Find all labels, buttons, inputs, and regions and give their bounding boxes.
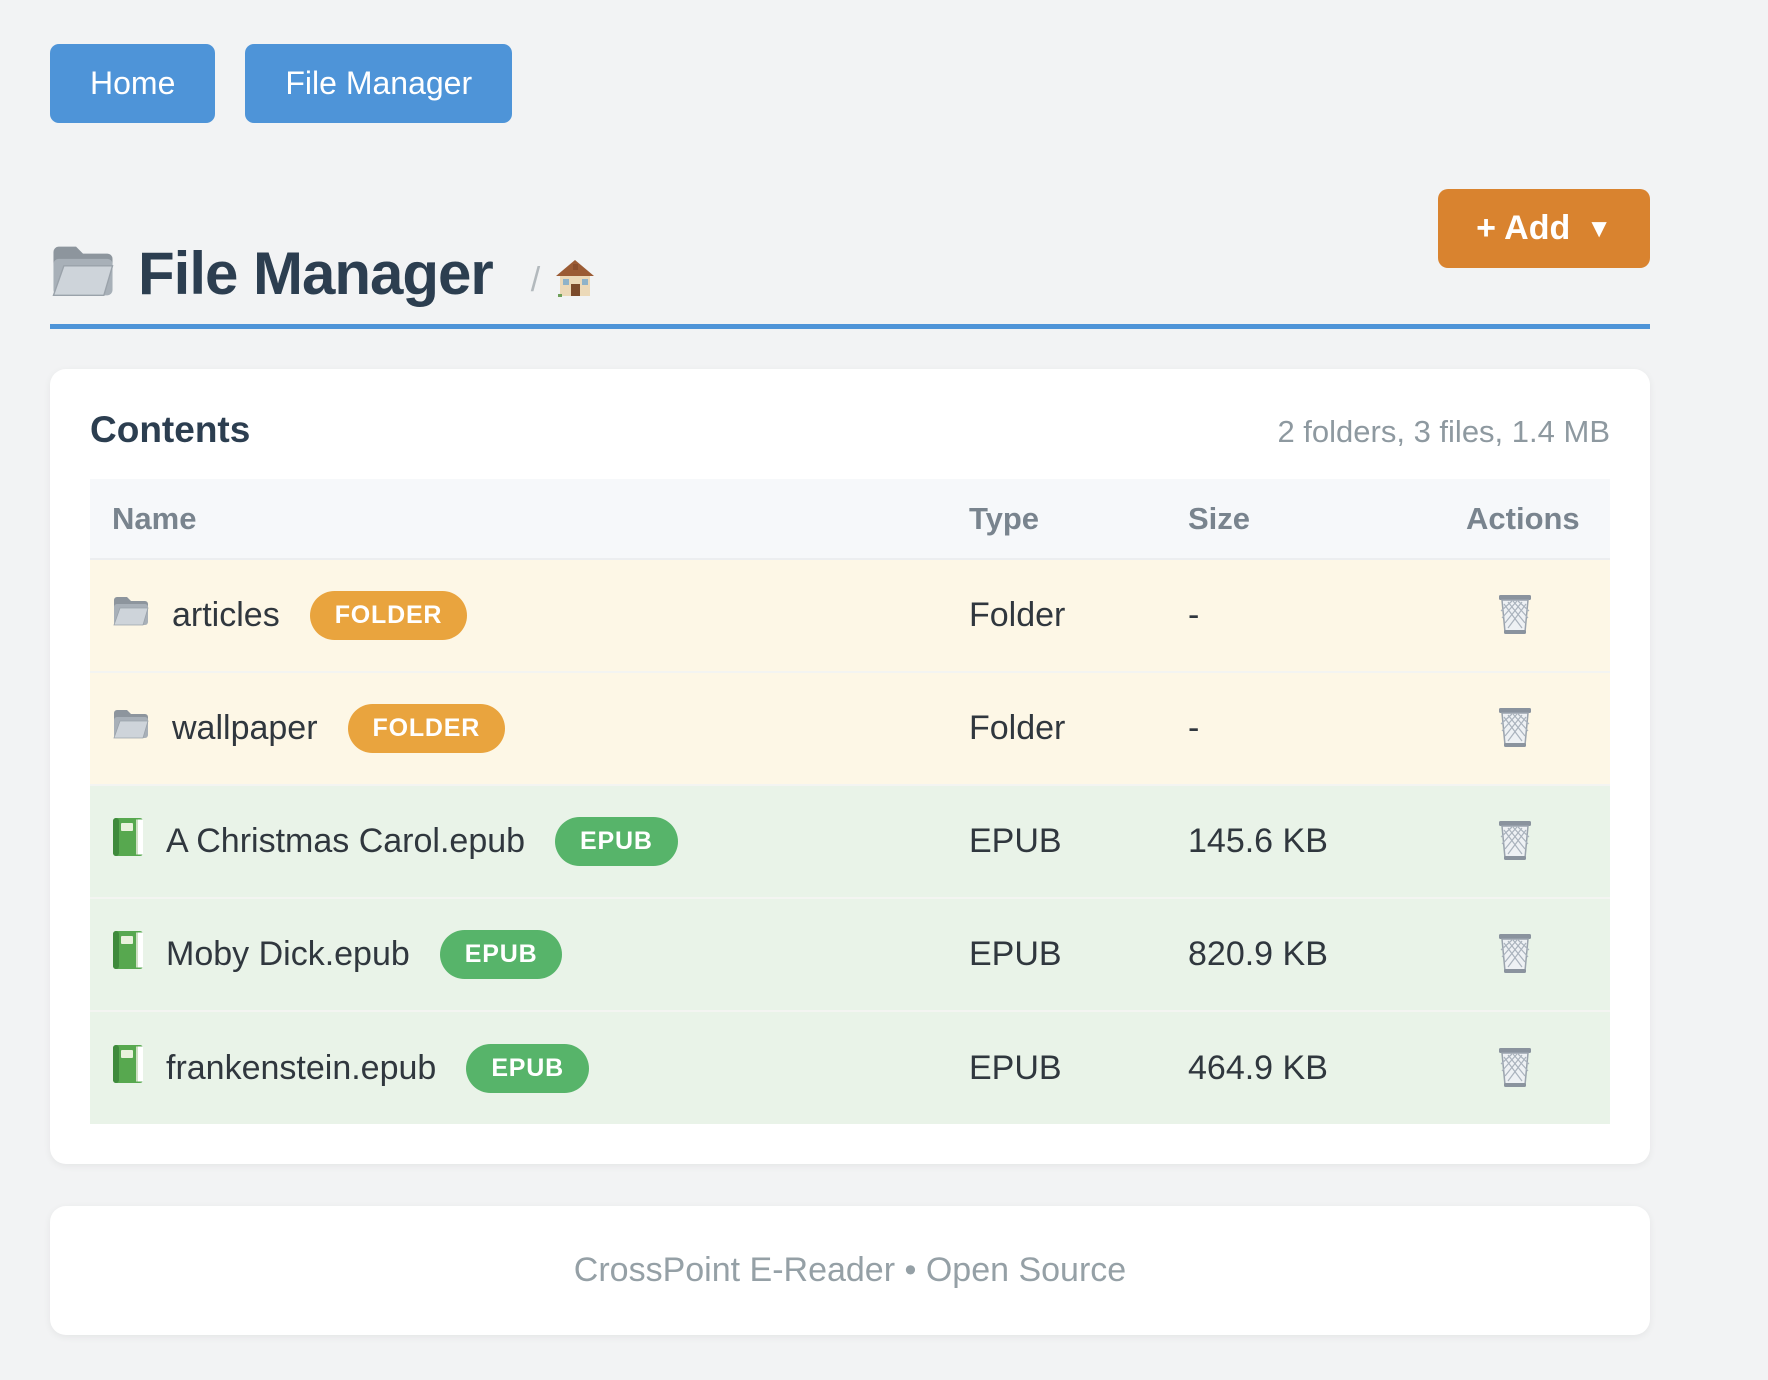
table-row: articles FOLDER Folder -: [90, 559, 1610, 673]
item-size: 145.6 KB: [1166, 785, 1444, 899]
delete-button[interactable]: [1492, 927, 1538, 982]
file-manager-button[interactable]: File Manager: [245, 44, 513, 123]
delete-button[interactable]: [1492, 588, 1538, 643]
item-badge: EPUB: [555, 817, 678, 866]
file-table: Name Type Size Actions: [90, 479, 1610, 1124]
item-name-link[interactable]: frankenstein.epub EPUB: [112, 1043, 947, 1093]
delete-button[interactable]: [1492, 701, 1538, 756]
table-header-row: Name Type Size Actions: [90, 479, 1610, 560]
item-name-link[interactable]: wallpaper FOLDER: [112, 704, 947, 753]
column-header-name: Name: [90, 479, 947, 560]
top-nav: Home File Manager: [50, 0, 1650, 123]
page-header: File Manager / + Add ▼: [50, 189, 1650, 308]
item-type: Folder: [947, 559, 1166, 673]
table-row: frankenstein.epub EPUB EPUB 464.9 KB: [90, 1011, 1610, 1124]
folder-icon: [112, 708, 150, 749]
item-type: Folder: [947, 672, 1166, 786]
breadcrumb-separator: /: [530, 261, 541, 299]
item-name-link[interactable]: articles FOLDER: [112, 591, 947, 640]
footer-text: CrossPoint E-Reader • Open Source: [573, 1251, 1127, 1289]
file-table-body: articles FOLDER Folder -: [90, 559, 1610, 1124]
column-header-size: Size: [1166, 479, 1444, 560]
table-row: wallpaper FOLDER Folder -: [90, 672, 1610, 786]
trash-icon: [1496, 818, 1534, 865]
folder-icon: [50, 243, 116, 304]
item-name: A Christmas Carol.epub: [166, 822, 526, 860]
item-size: 820.9 KB: [1166, 898, 1444, 1012]
item-type: EPUB: [947, 898, 1166, 1012]
house-icon[interactable]: [554, 258, 596, 303]
delete-button[interactable]: [1492, 814, 1538, 869]
contents-summary: 2 folders, 3 files, 1.4 MB: [1277, 414, 1610, 449]
trash-icon: [1496, 1045, 1534, 1092]
item-name: frankenstein.epub: [166, 1048, 437, 1087]
delete-button[interactable]: [1492, 1041, 1538, 1096]
trash-icon: [1496, 592, 1534, 639]
item-size: 464.9 KB: [1166, 1011, 1444, 1124]
book-icon: [112, 1044, 144, 1093]
trash-icon: [1496, 705, 1534, 752]
table-row: A Christmas Carol.epub EPUB EPUB 145.6 K…: [90, 785, 1610, 899]
page: Home File Manager File Manager /: [50, 0, 1650, 1335]
home-button[interactable]: Home: [50, 44, 216, 123]
item-badge: FOLDER: [309, 591, 468, 640]
item-type: EPUB: [947, 785, 1166, 899]
add-button-label: + Add: [1476, 209, 1571, 247]
item-badge: FOLDER: [347, 704, 506, 753]
item-name-link[interactable]: Moby Dick.epub EPUB: [112, 930, 947, 979]
item-badge: EPUB: [439, 930, 563, 979]
book-icon: [112, 817, 144, 866]
add-button[interactable]: + Add ▼: [1438, 189, 1650, 268]
folder-icon: [112, 595, 150, 636]
item-name: wallpaper: [172, 709, 318, 747]
table-row: Moby Dick.epub EPUB EPUB 820.9 KB: [90, 898, 1610, 1012]
contents-title: Contents: [90, 409, 251, 450]
footer: CrossPoint E-Reader • Open Source: [50, 1206, 1650, 1335]
header-divider: [50, 324, 1650, 329]
column-header-actions: Actions: [1444, 479, 1610, 560]
item-size: -: [1166, 559, 1444, 673]
item-badge: EPUB: [466, 1043, 589, 1093]
item-name: articles: [172, 596, 280, 634]
breadcrumb: /: [531, 258, 596, 303]
caret-down-icon: ▼: [1586, 213, 1612, 243]
item-name-link[interactable]: A Christmas Carol.epub EPUB: [112, 817, 947, 866]
item-size: -: [1166, 672, 1444, 786]
page-title: File Manager: [138, 240, 494, 307]
trash-icon: [1496, 931, 1534, 978]
book-icon: [112, 930, 144, 979]
contents-card: Contents 2 folders, 3 files, 1.4 MB Name…: [50, 369, 1650, 1164]
column-header-type: Type: [947, 479, 1166, 560]
item-name: Moby Dick.epub: [166, 935, 410, 973]
item-type: EPUB: [947, 1011, 1166, 1124]
